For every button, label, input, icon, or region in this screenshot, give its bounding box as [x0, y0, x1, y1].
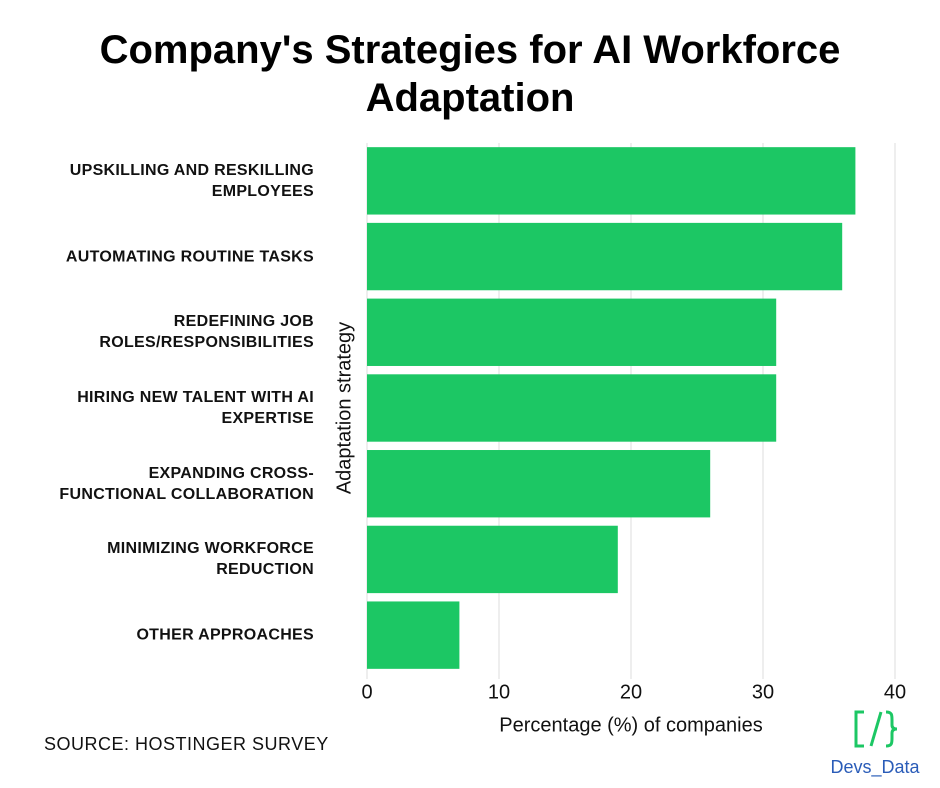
y-tick-label: MINIMIZING WORKFORCE REDUCTION [107, 540, 314, 579]
bar [367, 222, 843, 291]
y-tick-label: UPSKILLING AND RESKILLING EMPLOYEES [69, 161, 314, 200]
bar [367, 374, 777, 442]
bar [367, 601, 460, 669]
x-tick-label: 0 [361, 681, 372, 703]
x-tick-label: 20 [620, 681, 642, 703]
x-axis-label: Percentage (%) of companies [499, 714, 762, 736]
x-tick-label: 30 [752, 681, 774, 703]
source: SOURCE: HOSTINGER SURVEY [44, 734, 329, 754]
y-tick-label: OTHER APPROACHES [136, 626, 314, 644]
bar [367, 525, 618, 594]
bar [367, 450, 711, 518]
logo-icon [854, 710, 898, 748]
bar [367, 147, 856, 215]
y-tick-label: REDEFINING JOB ROLES/RESPONSIBILITIES [99, 313, 314, 352]
x-tick-label: 10 [488, 681, 510, 703]
x-tick-label: 40 [884, 681, 906, 703]
chart-title: Company's Strategies for AI Workforce Ad… [99, 28, 841, 120]
y-axis-label: Adaptation strategy [333, 322, 355, 494]
bar [367, 298, 777, 366]
y-tick-label: HIRING NEW TALENT WITH AI EXPERTISE [77, 389, 314, 427]
brand: Devs_Data [830, 757, 920, 778]
y-tick-label: AUTOMATING ROUTINE TASKS [65, 248, 314, 266]
y-tick-label: EXPANDING CROSS-FUNCTIONAL COLLABORATION [59, 464, 314, 503]
